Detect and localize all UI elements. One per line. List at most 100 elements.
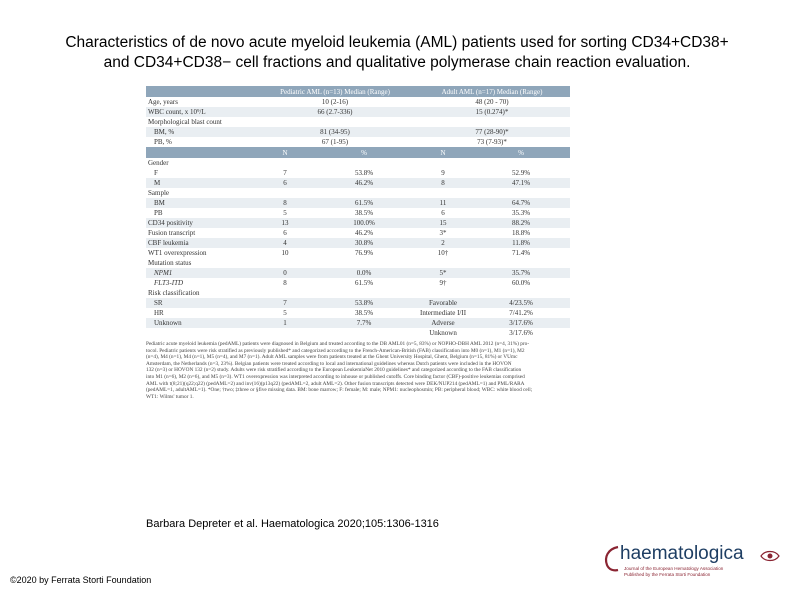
row-pct-adult: 18.8% <box>511 229 531 237</box>
row-pct-pediatric: 30.8% <box>314 238 415 248</box>
table-row: F 7 53.8% 9 52.9% <box>146 168 570 178</box>
table-row: Morphological blast count <box>146 117 570 127</box>
table-body: Pediatric AML (n=13) Median (Range) Adult… <box>146 86 571 338</box>
row-label: Gender <box>148 159 169 167</box>
table-row: M 6 46.2% 8 47.1% <box>146 178 571 188</box>
row-label: Risk classification <box>148 289 200 297</box>
row-value-adult <box>414 117 570 127</box>
row-n-adult: 10† <box>437 249 449 257</box>
row-n-adult: 11 <box>414 198 473 208</box>
row-pct-adult <box>472 158 570 168</box>
row-pct-adult: 4/23.5% <box>472 298 571 308</box>
row-n-pediatric: 13 <box>256 218 314 228</box>
row-pct-pediatric: 38.5% <box>354 209 374 217</box>
footnote-line: (n=4), M4 (n=1), M4 (n=1), M5 (n=4), and… <box>146 354 518 361</box>
slide-title: Characteristics of de novo acute myeloid… <box>0 33 794 73</box>
table-row: PB 5 38.5% 6 35.3% <box>146 208 570 218</box>
row-pct-pediatric: 7.7% <box>314 318 415 328</box>
logo-sub-line-1: Journal of the European Hematology Assoc… <box>624 566 724 571</box>
row-pct-adult <box>472 258 570 268</box>
row-label: HR <box>154 309 164 317</box>
row-label <box>146 328 256 338</box>
row-n-adult <box>414 158 472 168</box>
row-pct-adult: 88.2% <box>472 218 571 228</box>
row-value-pediatric <box>256 117 414 127</box>
row-label: Mutation status <box>148 259 192 267</box>
table-row: NPM1 0 0.0% 5* 35.7% <box>146 268 571 278</box>
row-pct-pediatric <box>314 288 414 298</box>
row-n-pediatric <box>256 328 314 338</box>
characteristics-table: Pediatric AML (n=13) Median (Range) Adult… <box>146 86 571 338</box>
row-label: Fusion transcript <box>148 229 196 237</box>
row-n-pediatric: 8 <box>283 279 287 287</box>
row-n-pediatric: 5 <box>283 209 287 217</box>
row-n-adult <box>414 188 472 198</box>
row-pct-pediatric: 53.8% <box>314 298 415 308</box>
row-pct-adult: 3/17.6% <box>509 329 533 337</box>
table-row: CBF leukemia 4 30.8% 2 11.8% <box>146 238 571 248</box>
row-label: WT1 overexpression <box>148 249 207 257</box>
row-pct-pediatric: 53.8% <box>354 169 374 177</box>
row-n-adult: 6 <box>441 209 445 217</box>
citation: Barbara Depreter et al. Haematologica 20… <box>146 518 439 530</box>
logo-text: haematologica <box>620 543 744 564</box>
subheader-cell: N <box>414 147 473 158</box>
row-pct-pediatric: 61.5% <box>314 198 415 208</box>
row-pct-pediatric: 46.2% <box>314 178 415 188</box>
title-line-1: Characteristics of de novo acute myeloid… <box>65 34 729 51</box>
haematologica-logo: haematologica Journal of the European He… <box>602 543 782 585</box>
table-row: Mutation status <box>146 258 570 268</box>
row-pct-pediatric: 38.5% <box>354 309 374 317</box>
table-row: PB, % 67 (1-95) 73 (7-93)* <box>146 137 570 147</box>
row-n-adult: 9† <box>439 279 447 287</box>
row-label: NPM1 <box>146 268 256 278</box>
row-n-pediatric <box>256 158 314 168</box>
row-n-pediatric <box>256 288 314 298</box>
row-label: F <box>154 169 158 177</box>
row-pct-pediatric: 100.0% <box>314 218 415 228</box>
logo-sub-line-2: Published by the Ferrata Storti Foundati… <box>624 571 711 577</box>
footnote-line: tocol. Pediatric patients were risk stra… <box>146 347 525 354</box>
table-subheader-row: N% N% <box>146 147 571 158</box>
table-row: BM, % 81 (34-95) 77 (28-90)* <box>146 127 571 137</box>
row-n-adult: 9 <box>441 169 445 177</box>
characteristics-table-figure: Pediatric AML (n=13) Median (Range) Adult… <box>146 86 571 400</box>
table-row: Unknown 1 7.7% Adverse 3/17.6% <box>146 318 571 328</box>
row-n-adult: 2 <box>414 238 473 248</box>
subheader-cell <box>146 147 256 158</box>
row-label: FLT3-ITD <box>154 279 184 287</box>
footnote-line: Pediatric acute myeloid leukemia (pedAML… <box>146 341 530 347</box>
logo-swoosh-icon <box>604 545 619 572</box>
row-label: Unknown <box>146 318 256 328</box>
row-n-adult: 5* <box>414 268 473 278</box>
logo-crest-icon <box>760 550 780 562</box>
footnote-line: AML with t(8;21)(q22;q22) (pedAML=2) and… <box>146 380 525 387</box>
row-n-pediatric: 7 <box>256 298 314 308</box>
row-label: PB <box>154 209 163 217</box>
table-row: SR 7 53.8% Favorable 4/23.5% <box>146 298 571 308</box>
row-label: Sample <box>148 189 169 197</box>
row-pct-pediatric <box>314 188 414 198</box>
row-value-adult: 77 (28-90)* <box>414 127 571 137</box>
row-pct-adult: 64.7% <box>472 198 571 208</box>
row-n-adult: Unknown <box>429 329 457 337</box>
row-pct-adult: 3/17.6% <box>472 318 571 328</box>
logo-subtitle: Journal of the European Hematology Assoc… <box>624 566 723 577</box>
row-n-adult: Intermediate I/II <box>419 309 467 317</box>
row-label: Morphological blast count <box>148 118 222 126</box>
row-n-adult <box>414 258 472 268</box>
row-pct-adult: 11.8% <box>472 238 571 248</box>
subheader-cell: % <box>472 147 571 158</box>
row-value-pediatric: 67 (1-95) <box>321 138 349 146</box>
row-n-adult: 15 <box>414 218 473 228</box>
row-label: M <box>146 178 256 188</box>
header-cell-pediatric: Pediatric AML (n=13) Median (Range) <box>256 86 415 97</box>
subheader-cell: % <box>314 147 415 158</box>
row-n-pediatric: 4 <box>256 238 314 248</box>
footnote-line: (pedAML=1, adultAML=1). *One; †two; ‡thr… <box>146 387 533 394</box>
row-pct-adult: 52.9% <box>511 169 531 177</box>
table-row: Gender <box>146 158 570 168</box>
table-footnote: Pediatric acute myeloid leukemia (pedAML… <box>146 341 570 400</box>
row-pct-adult: 71.4% <box>511 249 531 257</box>
row-n-pediatric: 0 <box>256 268 314 278</box>
